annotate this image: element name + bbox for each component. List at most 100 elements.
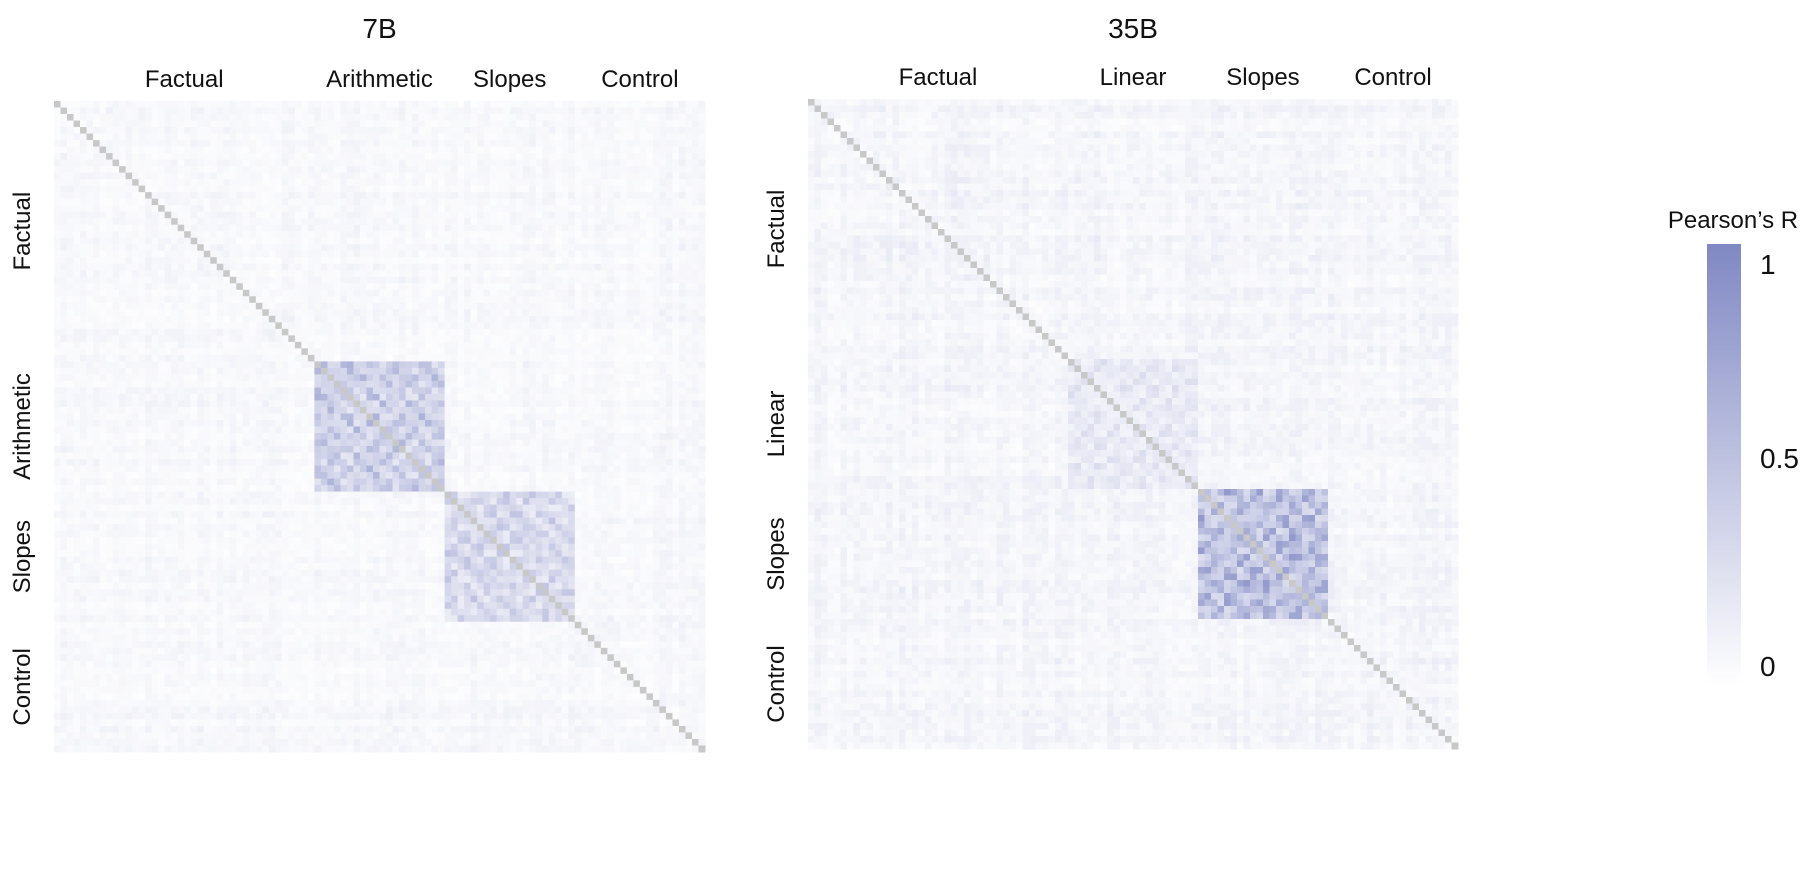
heatmap-cell [106, 309, 114, 317]
heatmap-cell [307, 387, 315, 395]
heatmap-cell [67, 309, 75, 317]
heatmap-cell [119, 393, 127, 401]
heatmap-cell [652, 406, 660, 414]
heatmap-cell [242, 393, 250, 401]
heatmap-cell [418, 263, 426, 271]
heatmap-cell [496, 263, 504, 271]
heatmap-cell [451, 406, 459, 414]
heatmap-cell [574, 179, 582, 187]
heatmap-cell [639, 270, 647, 278]
heatmap-cell [399, 354, 407, 362]
heatmap-cell [158, 315, 166, 323]
heatmap-cell [359, 205, 367, 213]
heatmap-cell [281, 322, 289, 330]
heatmap-cell [659, 341, 667, 349]
heatmap-cell [177, 101, 185, 109]
heatmap-cell [633, 133, 641, 141]
heatmap-cell [268, 322, 276, 330]
heatmap-cell [210, 244, 218, 252]
heatmap-cell [613, 231, 621, 239]
heatmap-cell [372, 263, 380, 271]
heatmap-cell [340, 211, 348, 219]
heatmap-cell [392, 309, 400, 317]
heatmap-cell [561, 179, 569, 187]
heatmap-cell [73, 400, 81, 408]
heatmap-cell [620, 361, 628, 369]
heatmap-cell [399, 283, 407, 291]
heatmap-cell [197, 419, 205, 427]
heatmap-cell [672, 185, 680, 193]
heatmap-cell [249, 133, 257, 141]
heatmap-cell [626, 211, 634, 219]
heatmap-cell [288, 302, 296, 310]
heatmap-cell [171, 120, 179, 128]
heatmap-cell [542, 133, 550, 141]
heatmap-cell [255, 133, 263, 141]
heatmap-cell [340, 341, 348, 349]
heatmap-cell [444, 224, 452, 232]
heatmap-cell [555, 406, 563, 414]
heatmap-cell [190, 406, 198, 414]
heatmap-cell [620, 354, 628, 362]
heatmap-cell [594, 205, 602, 213]
heatmap-cell [412, 413, 420, 421]
heatmap-cell [229, 302, 237, 310]
heatmap-cell [327, 348, 335, 356]
heatmap-cell [255, 380, 263, 388]
heatmap-cell [86, 341, 94, 349]
heatmap-cell [171, 283, 179, 291]
heatmap-cell [275, 354, 283, 362]
heatmap-cell [262, 270, 270, 278]
heatmap-cell [288, 127, 296, 135]
heatmap-cell [249, 387, 257, 395]
heatmap-cell [190, 244, 198, 252]
heatmap-cell [366, 114, 374, 122]
heatmap-cell [223, 361, 231, 369]
heatmap-cell [197, 237, 205, 245]
heatmap-cell [672, 380, 680, 388]
heatmap-cell [620, 159, 628, 167]
heatmap-cell [594, 218, 602, 226]
heatmap-cell [392, 107, 400, 115]
heatmap-cell-diagonal [249, 296, 257, 304]
heatmap-cell [307, 374, 315, 382]
heatmap-cell [93, 133, 101, 141]
heatmap-cell [119, 101, 127, 109]
heatmap-cell [307, 218, 315, 226]
heatmap-cell [177, 276, 185, 284]
heatmap-cell [399, 107, 407, 115]
heatmap-cell [392, 172, 400, 180]
heatmap-cell [464, 400, 472, 408]
heatmap-cell [190, 172, 198, 180]
heatmap-cell [496, 127, 504, 135]
heatmap-cell [177, 114, 185, 122]
heatmap-cell [99, 276, 107, 284]
heatmap-cell [184, 328, 192, 336]
heatmap-cell [119, 400, 127, 408]
heatmap-cell [236, 159, 244, 167]
heatmap-cell [80, 393, 88, 401]
heatmap-cell [372, 185, 380, 193]
heatmap-cell [542, 205, 550, 213]
heatmap-cell [80, 179, 88, 187]
heatmap-cell [548, 127, 556, 135]
heatmap-cell [470, 166, 478, 174]
heatmap-cell [444, 270, 452, 278]
heatmap-cell [197, 146, 205, 154]
heatmap-cell [203, 283, 211, 291]
heatmap-cell [431, 335, 439, 343]
heatmap-cell [581, 224, 589, 232]
heatmap-cell [236, 231, 244, 239]
heatmap-cell [659, 211, 667, 219]
heatmap-cell [158, 211, 166, 219]
heatmap-cell [418, 296, 426, 304]
heatmap-cell [451, 114, 459, 122]
heatmap-cell [86, 159, 94, 167]
heatmap-cell [54, 322, 62, 330]
heatmap-cell [203, 270, 211, 278]
heatmap-cell [555, 374, 563, 382]
heatmap-cell [138, 309, 146, 317]
heatmap-cell [665, 127, 673, 135]
heatmap-cell [457, 270, 465, 278]
heatmap-cell [197, 400, 205, 408]
